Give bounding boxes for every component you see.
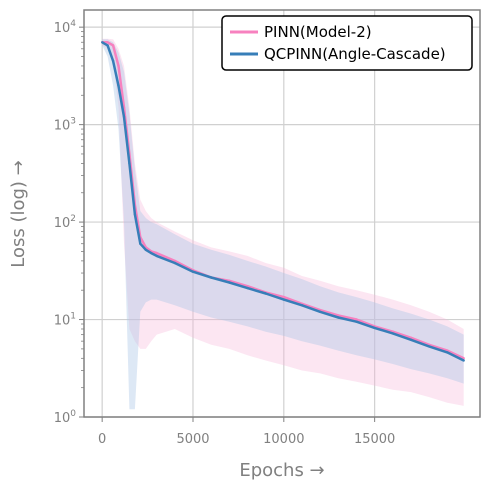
band-layer: [102, 38, 464, 410]
series-band: [102, 38, 464, 406]
series-point: [155, 251, 158, 255]
series-point: [462, 359, 465, 362]
series-point: [409, 338, 413, 341]
series-point: [282, 298, 285, 301]
legend-box: [221, 15, 473, 71]
series-point: [246, 286, 249, 290]
series-point: [106, 44, 109, 47]
series-point: [355, 318, 358, 321]
series-point: [427, 345, 431, 348]
y-axis-label: Loss (log) →: [8, 160, 29, 268]
series-line: [101, 41, 465, 362]
series-point: [117, 64, 120, 68]
x-tick-label: 15000: [354, 432, 395, 447]
series-point: [446, 351, 449, 354]
series-point: [300, 304, 304, 307]
y-tick-label: 102: [54, 214, 76, 231]
x-axis-label: Epochs →: [239, 460, 324, 481]
series-point: [282, 295, 285, 299]
series-point: [144, 248, 147, 251]
tick-layer: 0 5000 10000 15000 100 101 102 103 104: [54, 19, 396, 447]
series-point: [128, 162, 131, 165]
x-tick-label: 10000: [263, 432, 304, 447]
y-tick-label: 103: [54, 117, 76, 134]
legend: PINN(Model-2) QCPINN(Angle-Cascade): [221, 15, 473, 71]
series-band: [102, 39, 464, 410]
y-tick-label: 101: [54, 312, 76, 329]
series-point: [191, 270, 195, 273]
series-point: [133, 213, 137, 216]
series-point: [150, 251, 153, 255]
series-point: [264, 292, 267, 295]
series-point: [122, 115, 126, 119]
series-point: [318, 310, 322, 313]
legend-label: QCPINN(Angle-Cascade): [264, 45, 446, 63]
series-point: [106, 41, 109, 44]
line-layer: [101, 41, 465, 362]
series-point: [210, 276, 213, 279]
series-point: [139, 242, 142, 245]
series-point: [337, 316, 340, 319]
legend-label: PINN(Model-2): [264, 23, 372, 41]
x-tick-label: 0: [98, 432, 106, 447]
series-point: [173, 261, 176, 265]
y-tick-label: 104: [54, 19, 77, 36]
series-point: [373, 326, 376, 330]
series-point: [101, 41, 104, 44]
series-point: [228, 281, 231, 284]
series-point: [391, 332, 394, 335]
plot-frame: [83, 9, 481, 418]
y-tick-label: 100: [54, 409, 77, 426]
series-point: [117, 84, 120, 88]
x-tick-label: 5000: [176, 432, 209, 447]
series-point: [111, 44, 115, 47]
series-point: [355, 320, 358, 323]
series-point: [155, 254, 158, 258]
series-point: [111, 59, 115, 63]
